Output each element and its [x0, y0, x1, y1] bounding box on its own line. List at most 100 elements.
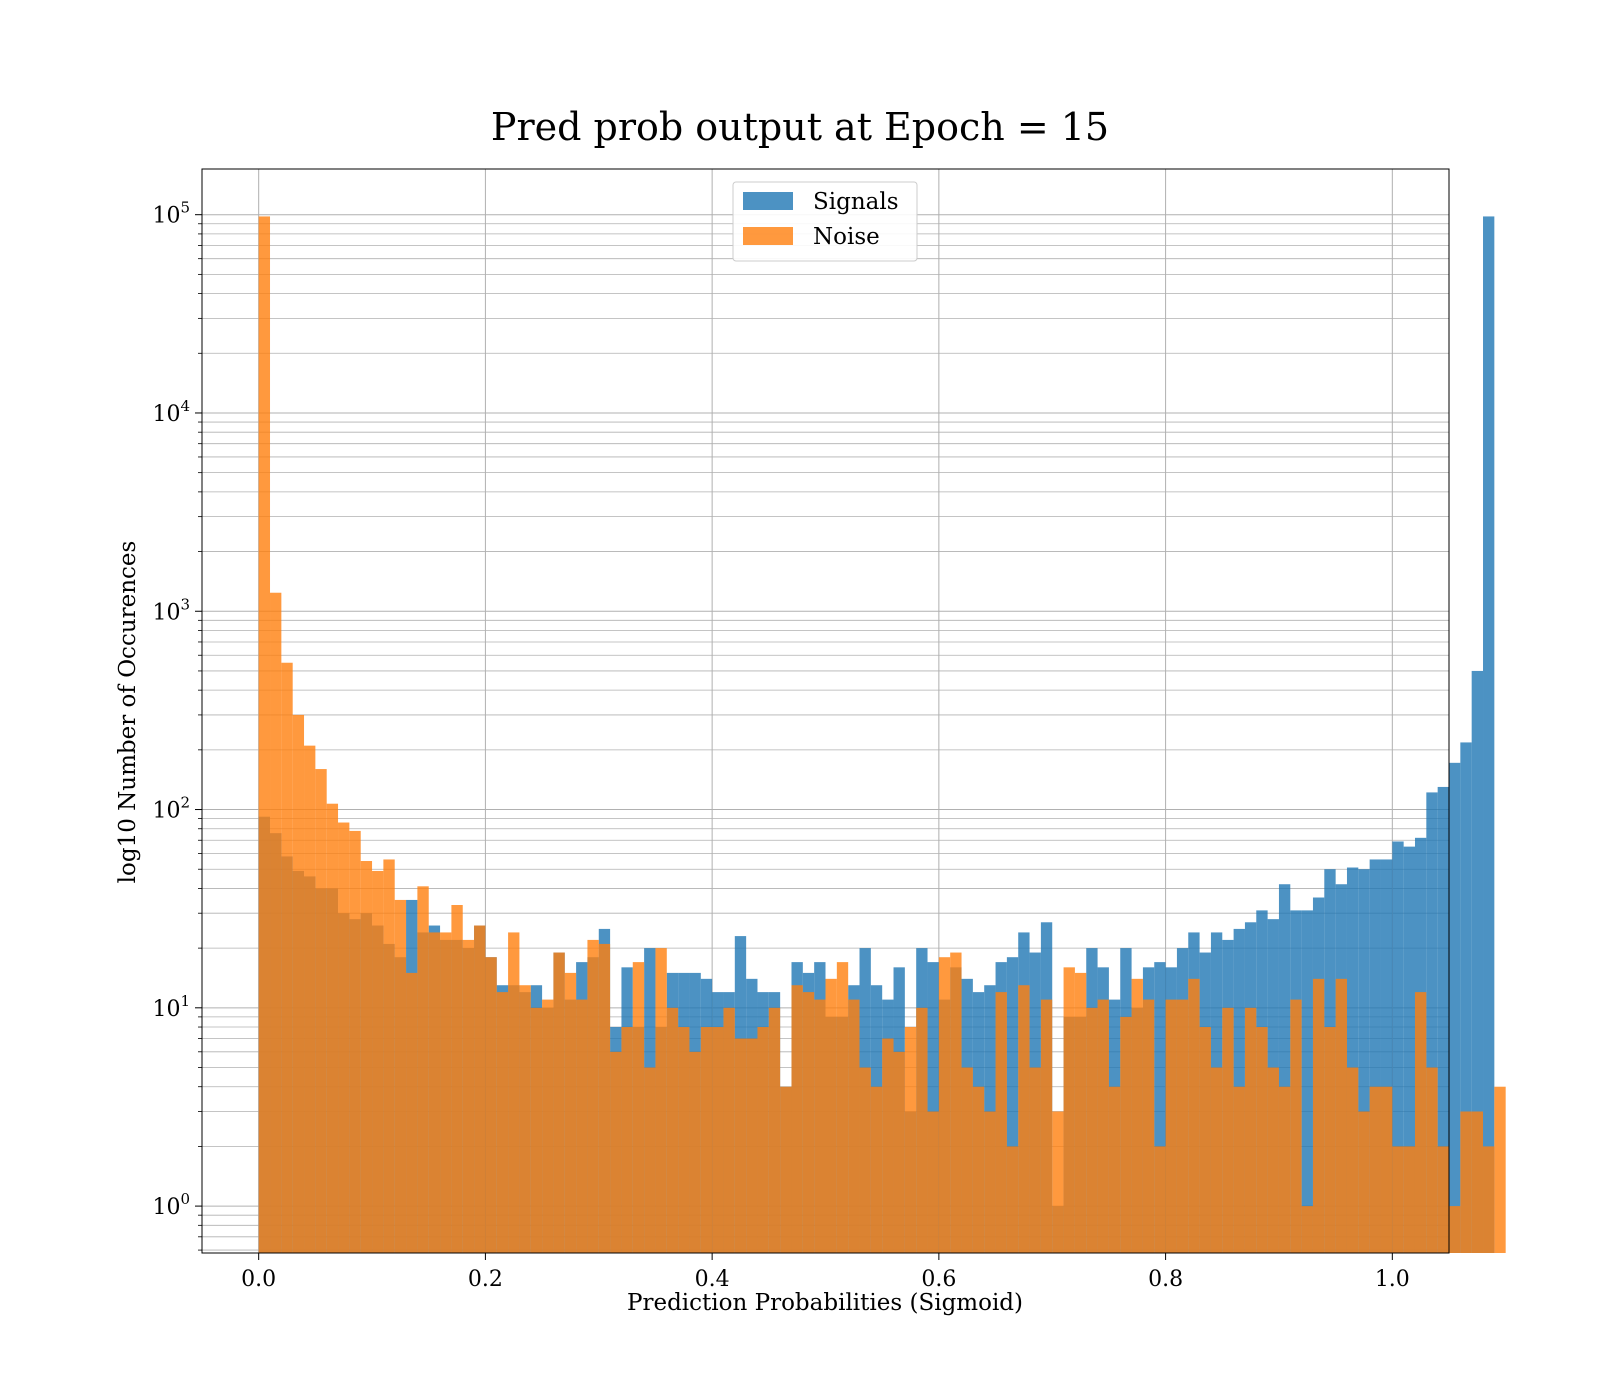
noise-bar	[462, 939, 475, 1253]
noise-bar	[428, 932, 441, 1253]
noise-bar	[610, 1051, 622, 1253]
noise-bar	[848, 999, 860, 1253]
signal-bar	[1154, 962, 1166, 1253]
noise-bar	[326, 803, 339, 1253]
y-tick-label: 104	[152, 397, 190, 427]
noise-bar	[1120, 1016, 1132, 1253]
noise-bar	[1244, 1007, 1257, 1253]
noise-bar	[689, 1051, 701, 1253]
noise-bar	[1233, 1086, 1245, 1253]
legend-label-signals: Signals	[813, 189, 899, 215]
noise-bar	[1369, 1086, 1381, 1253]
noise-bar	[723, 1007, 735, 1253]
noise-bar	[1380, 1086, 1393, 1253]
x-tick-label: 1.0	[1375, 1267, 1410, 1292]
noise-bar	[995, 992, 1007, 1253]
x-tick-label: 0.6	[921, 1267, 956, 1292]
noise-bar	[1312, 978, 1325, 1253]
noise-bar	[1199, 1027, 1211, 1253]
noise-bar	[644, 1067, 656, 1253]
x-tick-label: 0.4	[695, 1267, 730, 1292]
x-tick-label: 0.2	[468, 1267, 503, 1292]
signal-bar	[1460, 742, 1472, 1253]
noise-bar	[315, 769, 327, 1253]
y-axis-label: log10 Number of Occurences	[115, 541, 141, 884]
noise-bar	[734, 1038, 747, 1253]
noise-bar	[508, 932, 520, 1253]
noise-bar	[655, 948, 667, 1253]
noise-bar	[1018, 985, 1030, 1253]
noise-bar	[519, 985, 531, 1253]
legend-swatch-signals	[743, 192, 793, 210]
noise-bar	[553, 952, 565, 1253]
noise-bar	[1074, 972, 1087, 1253]
noise-bar	[1346, 1067, 1359, 1253]
signal-bar	[1471, 670, 1484, 1253]
noise-bar	[757, 1027, 769, 1253]
noise-bar	[383, 859, 395, 1253]
legend-swatch-noise	[743, 227, 793, 245]
x-tick-label: 0.8	[1148, 1267, 1183, 1292]
signal-bar	[1278, 884, 1291, 1253]
x-tick-label: 0.0	[241, 1267, 276, 1292]
noise-bar	[1222, 1007, 1234, 1253]
noise-bar	[678, 1027, 690, 1253]
noise-bar	[768, 1007, 781, 1253]
noise-bar	[1086, 1007, 1098, 1253]
noise-bar	[485, 957, 497, 1253]
signal-bar	[1426, 792, 1438, 1253]
noise-bar	[1176, 999, 1189, 1253]
noise-bar	[621, 1027, 633, 1253]
noise-bar	[700, 1027, 713, 1253]
noise-bar	[281, 662, 293, 1253]
noise-bar	[440, 932, 452, 1253]
noise-bar	[304, 745, 316, 1253]
noise-bar	[394, 899, 407, 1253]
noise-bar	[1278, 1086, 1291, 1253]
noise-bar	[870, 1086, 883, 1253]
noise-bar	[576, 999, 588, 1253]
noise-bar	[712, 1027, 724, 1253]
noise-bar	[1335, 978, 1347, 1253]
noise-bar	[814, 999, 826, 1253]
signal-bar	[1483, 216, 1495, 1253]
noise-bar	[372, 870, 384, 1253]
chart-title: Pred prob output at Epoch = 15	[491, 105, 1109, 149]
noise-bar	[666, 1007, 679, 1253]
noise-bar	[1494, 1086, 1506, 1253]
noise-bar	[791, 985, 803, 1253]
noise-bar	[1301, 1206, 1313, 1253]
noise-bar	[338, 822, 350, 1253]
noise-bar	[542, 999, 554, 1253]
noise-bar	[961, 1067, 973, 1253]
noise-bar	[270, 592, 282, 1253]
noise-bar	[938, 957, 951, 1253]
noise-bar	[1188, 978, 1200, 1253]
plot-frame	[201, 168, 1450, 1254]
noise-bars	[258, 216, 1506, 1253]
legend: Signals Noise	[732, 181, 918, 262]
noise-bar	[882, 1038, 894, 1253]
noise-bar	[564, 972, 577, 1253]
noise-bar	[1006, 1146, 1019, 1253]
noise-bar	[1414, 992, 1427, 1253]
noise-bar	[530, 1007, 543, 1253]
noise-bar	[1483, 1146, 1495, 1253]
noise-bar	[1449, 1206, 1461, 1253]
signal-bar	[1358, 869, 1370, 1253]
y-tick-label: 102	[152, 794, 190, 824]
noise-bar	[1052, 1111, 1064, 1253]
noise-bar	[258, 216, 271, 1253]
noise-bar	[1097, 999, 1109, 1253]
noise-bar	[1131, 978, 1143, 1253]
noise-bar	[1392, 1146, 1404, 1253]
signal-bar	[1369, 859, 1381, 1253]
noise-bar	[1029, 1067, 1041, 1253]
x-axis-label: Prediction Probabilities (Sigmoid)	[627, 1290, 1023, 1316]
noise-bar	[349, 830, 361, 1253]
noise-bar	[1471, 1111, 1484, 1253]
noise-bar	[836, 962, 849, 1253]
signal-bar	[1380, 859, 1393, 1253]
noise-bar	[972, 1086, 985, 1253]
noise-bar	[1324, 1027, 1336, 1253]
